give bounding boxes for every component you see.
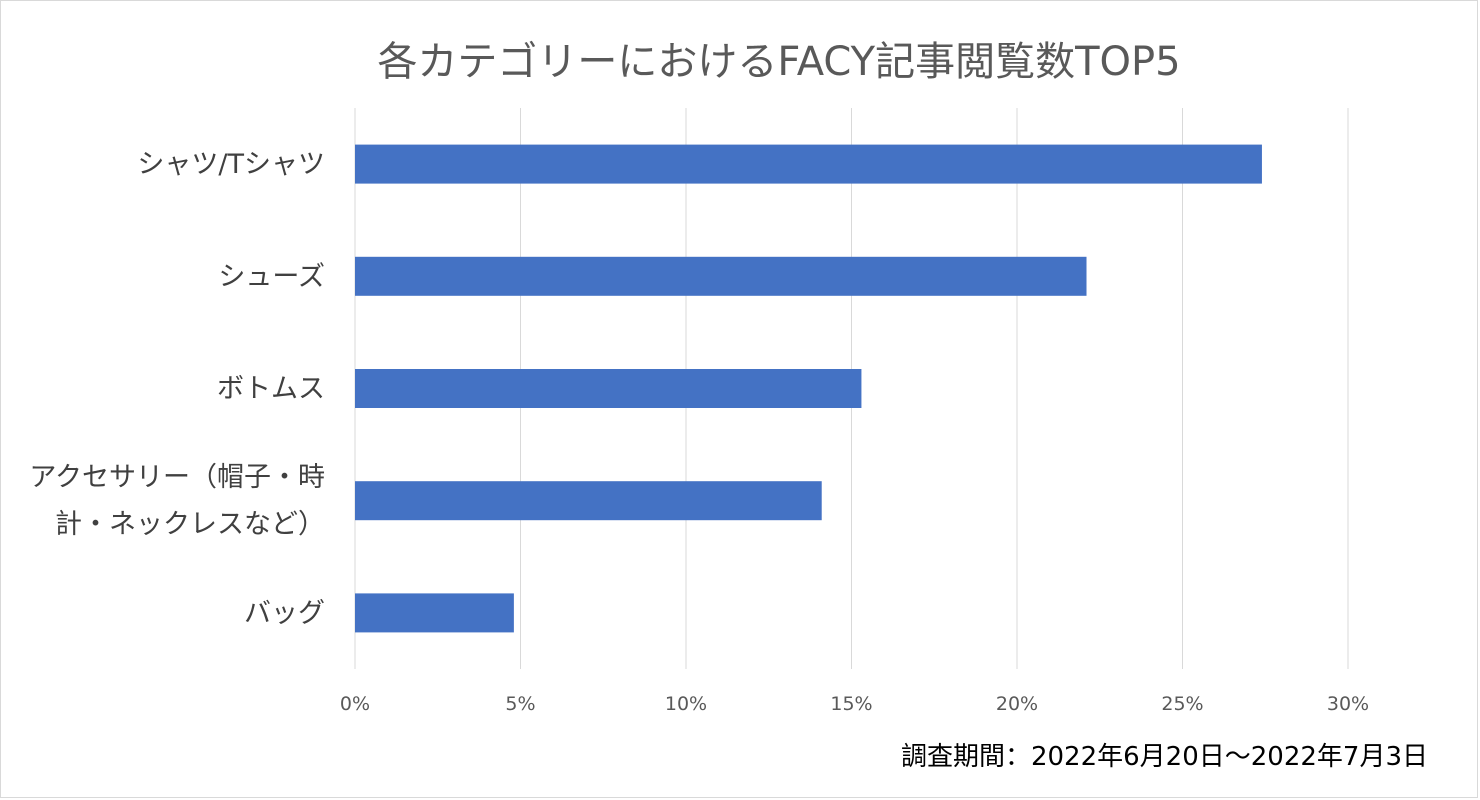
bar xyxy=(355,481,822,521)
x-tick-label: 25% xyxy=(1161,693,1203,715)
category-label: ボトムス xyxy=(217,374,325,405)
survey-period-note: 調査期間：2022年6月20日～2022年7月3日 xyxy=(901,742,1428,772)
x-tick-label: 20% xyxy=(996,693,1038,715)
bar xyxy=(355,369,862,408)
category-label: アクセサリー（帽子・時計・ネックレスなど） xyxy=(29,462,325,540)
bars xyxy=(355,144,1262,633)
x-axis-tick-labels: 0% 5% 10% 15% 20% 25% 30% xyxy=(340,693,1369,715)
category-label: シャツ/Tシャツ xyxy=(137,149,325,180)
x-tick-label: 5% xyxy=(505,693,535,715)
x-tick-label: 10% xyxy=(665,693,707,715)
x-tick-label: 30% xyxy=(1327,693,1369,715)
bar xyxy=(355,144,1262,184)
bar xyxy=(355,593,514,633)
x-tick-label: 0% xyxy=(340,693,370,715)
chart-title: 各カテゴリーにおけるFACY記事閲覧数TOP5 xyxy=(377,39,1180,85)
category-label: バッグ xyxy=(244,598,325,629)
bar xyxy=(355,256,1087,296)
x-tick-label: 15% xyxy=(830,693,872,715)
category-label: シューズ xyxy=(218,261,325,292)
